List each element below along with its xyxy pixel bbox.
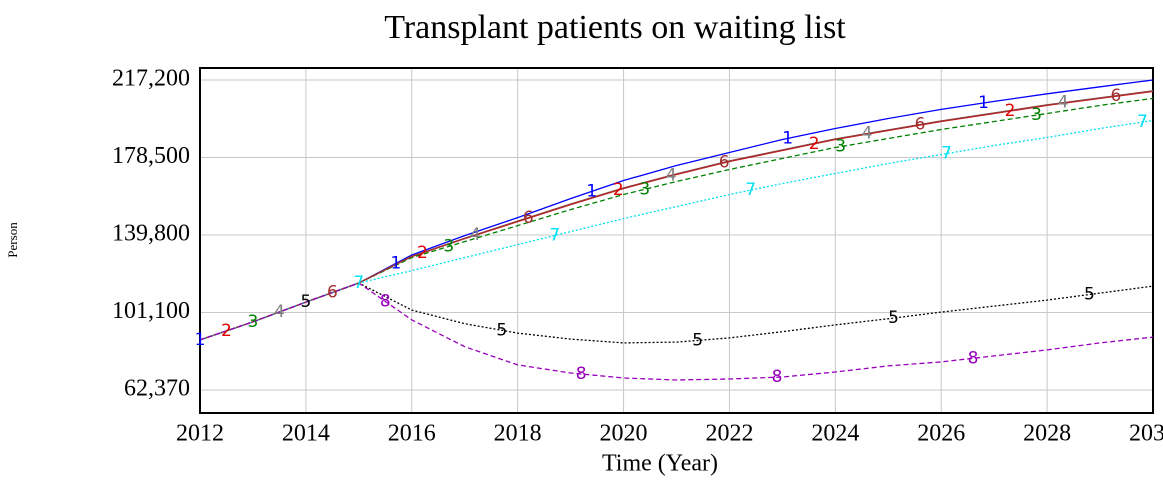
series-marker: 1 — [586, 181, 597, 201]
x-tick-label: 2028 — [1023, 421, 1071, 447]
y-tick-label: 139,800 — [112, 220, 190, 246]
x-tick-label: 2026 — [917, 421, 965, 447]
series-marker: 1 — [978, 93, 989, 113]
series-marker: 3 — [835, 137, 846, 157]
series-marker: 8 — [576, 364, 587, 384]
series-marker: 2 — [1005, 101, 1016, 121]
series-line — [199, 90, 1154, 341]
series-marker: 1 — [390, 253, 401, 273]
x-axis-label: Time (Year) — [602, 451, 718, 477]
y-tick-label: 178,500 — [112, 143, 190, 169]
series-line — [199, 97, 1154, 341]
chart-title: Transplant patients on waiting list — [384, 9, 846, 46]
x-tick-label: 2030 — [1129, 421, 1163, 447]
series-marker: 4 — [862, 123, 873, 143]
series-line — [199, 90, 1154, 341]
series-marker: 3 — [248, 312, 259, 332]
y-axis-label: Person — [5, 222, 20, 258]
series-marker: 6 — [915, 115, 926, 135]
y-tick-label: 62,370 — [124, 376, 190, 402]
series-marker: 7 — [941, 144, 952, 164]
series-marker: 5 — [888, 308, 899, 328]
series-marker: 7 — [353, 273, 364, 293]
x-tick-label: 2016 — [388, 421, 436, 447]
series-line — [199, 282, 1154, 381]
series-marker: 5 — [496, 320, 507, 340]
series-marker: 1 — [782, 128, 793, 148]
series-marker: 4 — [666, 165, 677, 185]
series-marker: 2 — [613, 180, 624, 200]
series-line — [199, 90, 1154, 341]
series-marker: 5 — [1084, 284, 1095, 304]
series-marker: 3 — [639, 179, 650, 199]
series-marker: 3 — [1031, 105, 1042, 125]
series-marker: 7 — [1137, 112, 1148, 132]
series-marker: 1 — [195, 330, 206, 350]
series-marker: 4 — [1058, 93, 1069, 113]
x-tick-label: 2014 — [282, 421, 330, 447]
series-marker: 5 — [300, 292, 311, 312]
series-marker: 8 — [380, 291, 391, 311]
x-tick-label: 2022 — [705, 421, 753, 447]
series-marker: 3 — [443, 236, 454, 256]
series-marker: 6 — [327, 283, 338, 303]
plot-frame — [199, 67, 1154, 414]
x-tick-label: 2018 — [494, 421, 542, 447]
y-tick-label: 217,200 — [112, 66, 190, 92]
series-marker: 2 — [221, 321, 232, 341]
series-marker: 4 — [470, 225, 481, 245]
series-marker: 8 — [968, 348, 979, 368]
series-marker: 6 — [719, 152, 730, 172]
series-marker: 7 — [549, 225, 560, 245]
series-line — [199, 119, 1154, 341]
series-marker: 2 — [809, 134, 820, 154]
series-marker: 4 — [274, 302, 285, 322]
x-tick-label: 2012 — [176, 421, 224, 447]
series-marker: 6 — [523, 208, 534, 228]
series-marker: 8 — [772, 367, 783, 387]
x-tick-label: 2020 — [600, 421, 648, 447]
series-marker: 7 — [745, 180, 756, 200]
series-marker: 2 — [417, 243, 428, 263]
series-marker: 5 — [692, 330, 703, 350]
y-tick-label: 101,100 — [112, 298, 190, 324]
series-marker: 6 — [1111, 86, 1122, 106]
x-tick-label: 2024 — [811, 421, 859, 447]
